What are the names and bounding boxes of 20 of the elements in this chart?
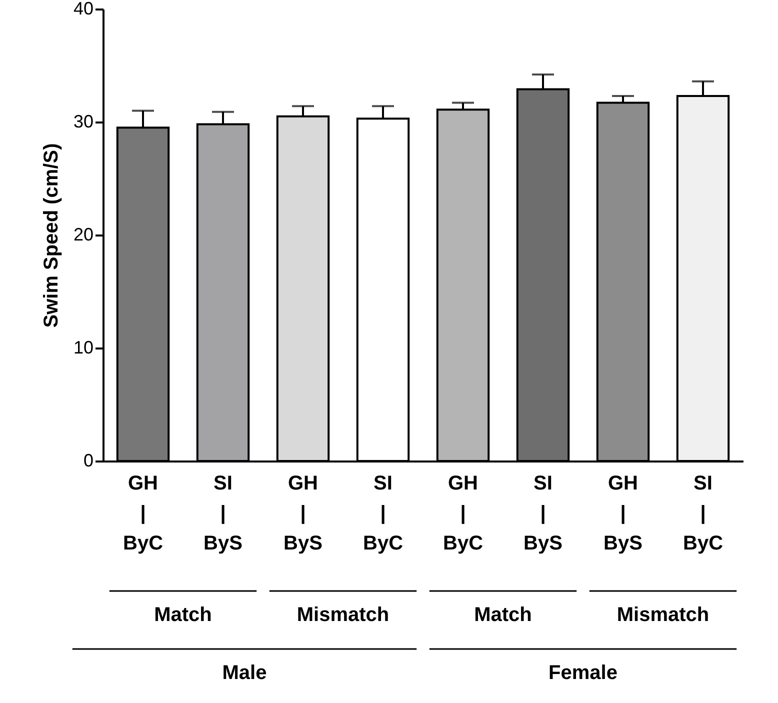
x-tick-label: GH | ByS	[284, 472, 322, 554]
text: Match	[154, 604, 212, 626]
text: Male	[222, 662, 267, 684]
y-tick-label: 0	[83, 450, 94, 470]
x-tick-label: GH | ByS	[604, 472, 642, 554]
text: Female	[548, 662, 618, 684]
text: Mismatch	[296, 604, 390, 626]
y-tick-label: 10	[73, 338, 94, 358]
text: Mismatch	[616, 604, 710, 626]
x-tick-label: SI | ByS	[524, 472, 562, 554]
x-tick-label: SI | ByS	[204, 472, 242, 554]
y-tick-label: 30	[73, 112, 94, 132]
x-tick-label: GH | ByC	[442, 472, 484, 554]
x-tick-label: SI | ByC	[682, 472, 724, 554]
y-tick-label: 40	[73, 0, 94, 18]
x-tick-label: GH | ByC	[122, 472, 164, 554]
y-axis-title: Swim Speed (cm/S)	[40, 143, 62, 328]
text: Match	[474, 604, 532, 626]
x-tick-label: SI | ByC	[362, 472, 404, 554]
y-tick-label: 20	[73, 224, 94, 244]
